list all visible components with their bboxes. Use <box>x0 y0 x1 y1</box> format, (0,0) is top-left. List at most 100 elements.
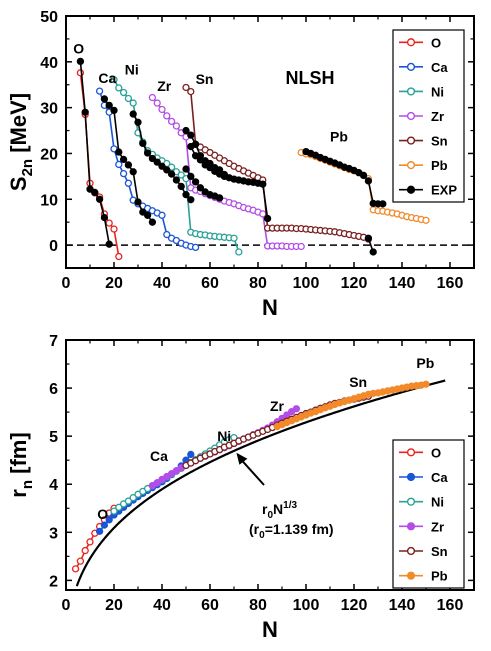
data-point-ca <box>105 516 113 524</box>
data-point-exp <box>81 108 89 116</box>
legend-marker-pb <box>406 571 416 580</box>
data-point-exp <box>187 142 195 151</box>
data-point-exp <box>364 234 373 242</box>
legend-label-ni: Ni <box>431 84 444 99</box>
chart-title: NLSH <box>286 68 335 88</box>
data-point-exp <box>134 118 142 126</box>
data-point-exp <box>167 170 176 178</box>
data-point-ni <box>119 88 128 97</box>
data-point-exp <box>129 110 137 118</box>
data-point-ni <box>177 171 185 179</box>
data-point-exp <box>187 131 195 139</box>
data-point-exp <box>143 211 152 219</box>
x-tick-label: 60 <box>201 275 219 292</box>
data-point-zr <box>163 112 171 120</box>
legend-marker-o <box>406 448 416 457</box>
data-point-sn <box>182 83 190 92</box>
data-point-ca <box>158 211 166 219</box>
data-point-exp <box>182 165 190 173</box>
data-point-exp <box>86 185 94 193</box>
data-point-exp <box>100 213 109 222</box>
y-tick-label: 10 <box>40 192 58 209</box>
curve-label-sub: 0 <box>267 510 273 521</box>
data-point-exp <box>215 194 224 202</box>
x-axis-title: N <box>262 617 278 642</box>
legend-label-ni: Ni <box>431 495 444 510</box>
r0n13-curve <box>75 379 446 587</box>
data-point-ca <box>163 230 171 239</box>
legend-marker-sn <box>406 136 416 145</box>
y-tick-label: 0 <box>49 238 58 255</box>
x-tick-label: 0 <box>62 275 71 292</box>
legend-label-ca: Ca <box>431 470 448 485</box>
y-tick-label: 20 <box>40 146 58 163</box>
data-point-exp <box>148 218 157 226</box>
data-point-exp <box>105 240 113 248</box>
series-ca <box>95 87 200 252</box>
data-point-exp <box>139 208 147 216</box>
legend: O Ca Ni Zr Sn Pb <box>392 439 465 589</box>
curve-note-sub: 0 <box>259 530 265 541</box>
data-point-ni <box>124 94 133 103</box>
x-tick-label: 0 <box>62 597 71 614</box>
y-axis: 0 10 20 30 40 50 <box>40 9 474 255</box>
data-point-exp <box>182 191 190 199</box>
y-axis-title-sub: n <box>19 480 36 489</box>
data-point-exp <box>134 198 142 206</box>
annotation-o: O <box>73 41 84 57</box>
legend-label-pb: Pb <box>431 569 448 584</box>
legend-label-pb: Pb <box>431 158 448 173</box>
data-point-o <box>76 69 85 77</box>
data-point-exp <box>129 168 137 176</box>
legend-marker-ca <box>406 62 416 71</box>
data-point-exp <box>191 178 200 186</box>
data-point-exp <box>124 161 133 169</box>
data-point-ca <box>119 169 128 178</box>
data-point-exp <box>153 158 161 166</box>
legend-label-o: O <box>431 35 441 50</box>
y-axis-title-unit: [fm] <box>6 432 31 480</box>
legend-marker-o <box>406 38 416 47</box>
x-axis: 0 20 40 60 80 100 120 140 160 <box>62 16 463 292</box>
legend-marker-ni <box>406 87 416 96</box>
plot-frame <box>65 15 475 269</box>
y-axis-title-sub: 2n <box>19 159 36 177</box>
x-tick-label: 140 <box>389 275 416 292</box>
data-point-exp <box>76 57 85 66</box>
data-point-exp <box>143 149 152 157</box>
curve-note-rest: =1.139 fm) <box>265 521 334 537</box>
data-point-ca <box>115 160 123 169</box>
series-sn <box>182 83 373 243</box>
y-tick-label: 4 <box>49 477 58 494</box>
data-point-zr <box>153 99 161 107</box>
x-tick-label: 40 <box>153 275 171 292</box>
x-tick-label: 160 <box>437 597 464 614</box>
x-tick-label: 140 <box>389 597 416 614</box>
data-point-exp <box>259 180 267 188</box>
data-point-exp <box>263 214 272 223</box>
annotation-ni: Ni <box>125 62 139 78</box>
data-point-exp <box>163 166 171 174</box>
annotation-ca: Ca <box>150 448 168 464</box>
data-point-exp <box>172 176 181 184</box>
s2n-panel: 0 20 40 60 80 100 120 140 160 0 10 20 30 40 50 N S2n [Me… <box>6 9 475 320</box>
legend-marker-zr <box>406 111 416 121</box>
y-axis-title-main: S <box>6 176 31 191</box>
legend-marker-exp <box>406 185 416 194</box>
curve-label: r0N1/3 <box>262 500 297 521</box>
data-point-ni <box>235 248 243 256</box>
plot-frame <box>65 339 475 591</box>
legend-label-zr: Zr <box>431 519 444 534</box>
data-point-zr <box>153 479 161 487</box>
series-group <box>76 57 430 261</box>
annotation-o: O <box>97 506 108 522</box>
data-point-exp <box>148 154 157 163</box>
data-point-exp <box>187 172 195 181</box>
data-point-exp <box>187 196 195 204</box>
data-point-exp <box>177 182 185 191</box>
data-point-ca <box>124 179 133 187</box>
y-axis: 2 3 4 5 6 7 <box>49 333 474 590</box>
data-point-zr <box>158 105 166 114</box>
